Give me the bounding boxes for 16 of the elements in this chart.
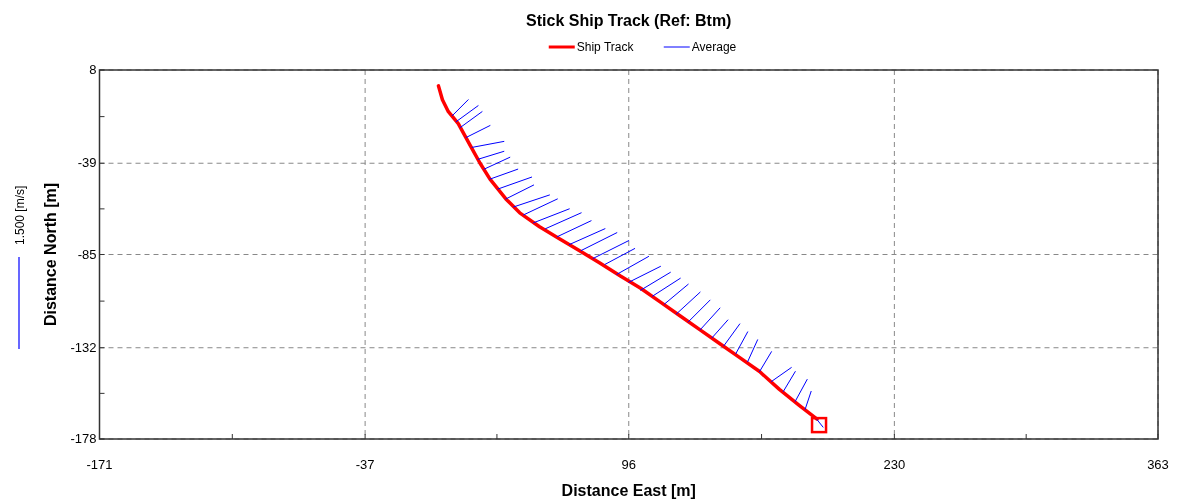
y-tick-label: 8 xyxy=(89,62,97,77)
y-tick-label: -39 xyxy=(77,155,97,171)
x-tick-label: -171 xyxy=(86,457,113,472)
x-tick-label: 96 xyxy=(621,457,636,472)
legend-label: Ship Track xyxy=(576,40,635,54)
x-axis-title: Distance East [m] xyxy=(561,482,696,499)
y-tick-label: -85 xyxy=(77,246,97,262)
y-tick-label: -132 xyxy=(70,339,97,355)
chart-title: Stick Ship Track (Ref: Btm) xyxy=(526,12,732,29)
x-tick-label: 363 xyxy=(1147,457,1169,472)
y-axis-title: Distance North [m] xyxy=(42,182,59,327)
y-tick-label: -178 xyxy=(70,431,97,446)
legend-label: Average xyxy=(691,40,737,54)
text: 1.500 [m/s] xyxy=(13,185,27,245)
x-tick-label: 230 xyxy=(883,457,906,472)
x-tick-label: -37 xyxy=(355,457,375,472)
